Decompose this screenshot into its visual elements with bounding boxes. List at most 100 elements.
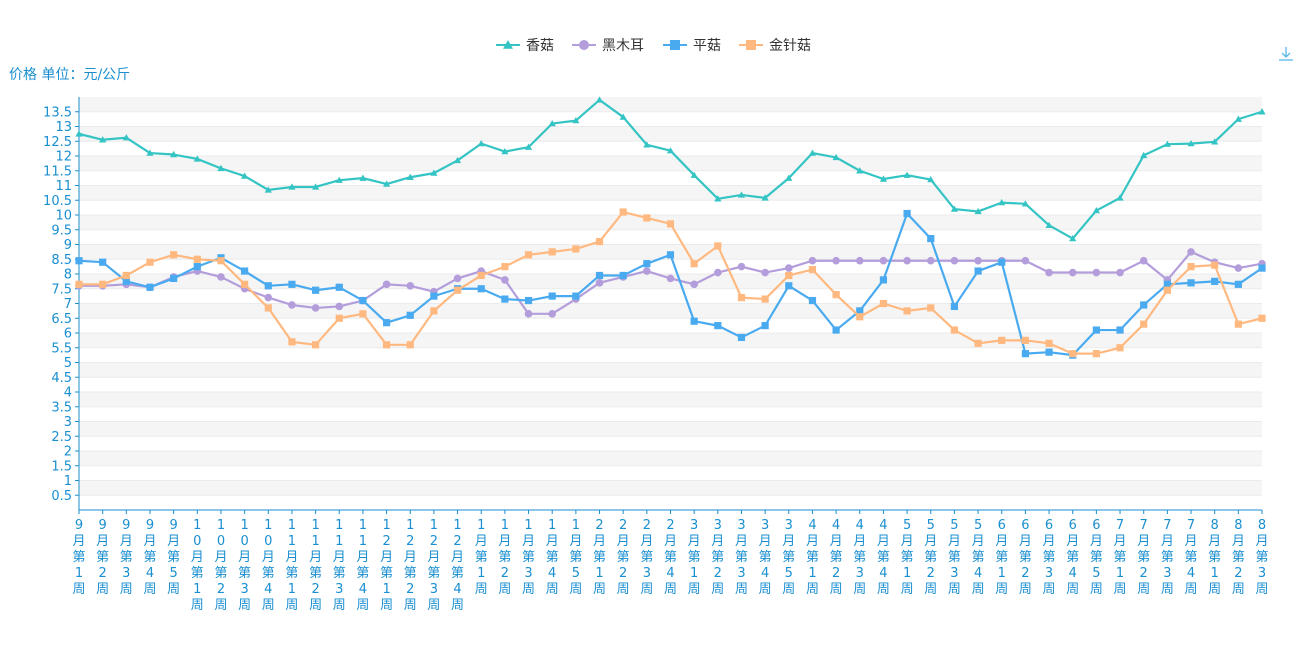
data-point[interactable] — [950, 205, 959, 212]
data-point[interactable] — [1092, 206, 1100, 214]
data-point[interactable] — [524, 296, 533, 305]
data-point[interactable] — [974, 267, 982, 275]
data-point[interactable] — [75, 257, 83, 265]
data-point[interactable] — [643, 141, 651, 148]
data-point[interactable] — [856, 307, 864, 315]
data-point[interactable] — [264, 282, 272, 290]
data-point[interactable] — [359, 310, 367, 318]
data-point[interactable] — [406, 341, 414, 349]
data-point[interactable] — [619, 208, 627, 216]
data-point[interactable] — [808, 265, 817, 274]
data-point[interactable] — [1068, 268, 1077, 277]
data-point[interactable] — [1187, 263, 1195, 271]
data-point[interactable] — [690, 317, 698, 325]
data-point[interactable] — [643, 214, 651, 222]
data-point[interactable] — [335, 314, 343, 322]
data-point[interactable] — [714, 195, 722, 202]
data-point[interactable] — [406, 311, 414, 319]
data-point[interactable] — [1140, 151, 1148, 159]
data-point[interactable] — [903, 171, 911, 178]
data-point[interactable] — [1045, 221, 1053, 229]
data-point[interactable] — [193, 263, 201, 271]
data-point[interactable] — [903, 307, 911, 315]
data-point[interactable] — [75, 130, 83, 137]
data-point[interactable] — [311, 304, 320, 312]
data-point[interactable] — [714, 268, 722, 277]
data-point[interactable] — [1045, 348, 1053, 356]
data-point[interactable] — [737, 294, 746, 302]
data-point[interactable] — [879, 276, 888, 284]
data-point[interactable] — [241, 280, 249, 288]
data-point[interactable] — [785, 174, 793, 181]
data-point[interactable] — [903, 209, 911, 218]
data-point[interactable] — [832, 291, 840, 299]
data-point[interactable] — [288, 301, 296, 309]
data-point[interactable] — [430, 292, 438, 300]
data-point[interactable] — [1258, 108, 1266, 115]
data-point[interactable] — [690, 171, 698, 178]
data-point[interactable] — [690, 280, 698, 289]
data-point[interactable] — [122, 277, 130, 285]
data-point[interactable] — [1163, 280, 1171, 288]
data-point[interactable] — [264, 293, 273, 302]
data-point[interactable] — [1211, 261, 1219, 269]
legend-marker[interactable] — [746, 40, 756, 50]
data-point[interactable] — [146, 149, 154, 156]
legend-item-1[interactable]: 香菇 — [496, 38, 554, 54]
data-point[interactable] — [761, 322, 769, 330]
data-point[interactable] — [359, 296, 367, 305]
data-point[interactable] — [666, 274, 675, 283]
data-point[interactable] — [288, 280, 296, 288]
data-point[interactable] — [99, 280, 107, 288]
data-point[interactable] — [453, 286, 462, 294]
data-point[interactable] — [643, 267, 651, 275]
data-point[interactable] — [856, 167, 864, 174]
data-point[interactable] — [548, 248, 556, 256]
data-point[interactable] — [477, 140, 485, 147]
data-point[interactable] — [1211, 138, 1219, 145]
data-point[interactable] — [856, 313, 864, 321]
data-point[interactable] — [761, 295, 769, 303]
data-point[interactable] — [217, 273, 225, 281]
data-point[interactable] — [595, 271, 604, 280]
data-point[interactable] — [122, 271, 130, 280]
data-point[interactable] — [714, 322, 722, 330]
data-point[interactable] — [193, 255, 201, 263]
data-point[interactable] — [170, 251, 178, 259]
data-point[interactable] — [1069, 235, 1077, 242]
data-point[interactable] — [1092, 268, 1101, 277]
data-point[interactable] — [714, 242, 722, 250]
data-point[interactable] — [1021, 336, 1029, 344]
data-point[interactable] — [1234, 320, 1242, 328]
data-point[interactable] — [761, 268, 769, 277]
data-point[interactable] — [832, 326, 840, 334]
data-point[interactable] — [927, 235, 935, 243]
data-point[interactable] — [264, 304, 272, 312]
data-point[interactable] — [312, 341, 320, 349]
data-point[interactable] — [879, 256, 888, 265]
data-point[interactable] — [1163, 286, 1171, 294]
data-point[interactable] — [1234, 280, 1242, 288]
data-point[interactable] — [241, 172, 249, 179]
data-point[interactable] — [524, 251, 533, 259]
data-point[interactable] — [122, 134, 130, 141]
data-point[interactable] — [1140, 301, 1148, 309]
data-point[interactable] — [666, 220, 675, 228]
data-point[interactable] — [453, 156, 462, 164]
legend-marker[interactable] — [670, 40, 680, 50]
data-point[interactable] — [264, 186, 272, 193]
data-point[interactable] — [998, 336, 1006, 344]
data-point[interactable] — [288, 183, 296, 190]
data-point[interactable] — [832, 153, 840, 161]
data-point[interactable] — [217, 164, 225, 172]
data-point[interactable] — [501, 295, 509, 303]
data-point[interactable] — [643, 260, 651, 268]
data-point[interactable] — [524, 310, 533, 318]
data-point[interactable] — [1187, 279, 1195, 287]
data-point[interactable] — [335, 283, 343, 291]
data-point[interactable] — [1187, 140, 1195, 147]
data-point[interactable] — [1092, 350, 1100, 358]
data-point[interactable] — [1116, 326, 1124, 334]
data-point[interactable] — [241, 267, 249, 275]
data-point[interactable] — [382, 180, 391, 187]
